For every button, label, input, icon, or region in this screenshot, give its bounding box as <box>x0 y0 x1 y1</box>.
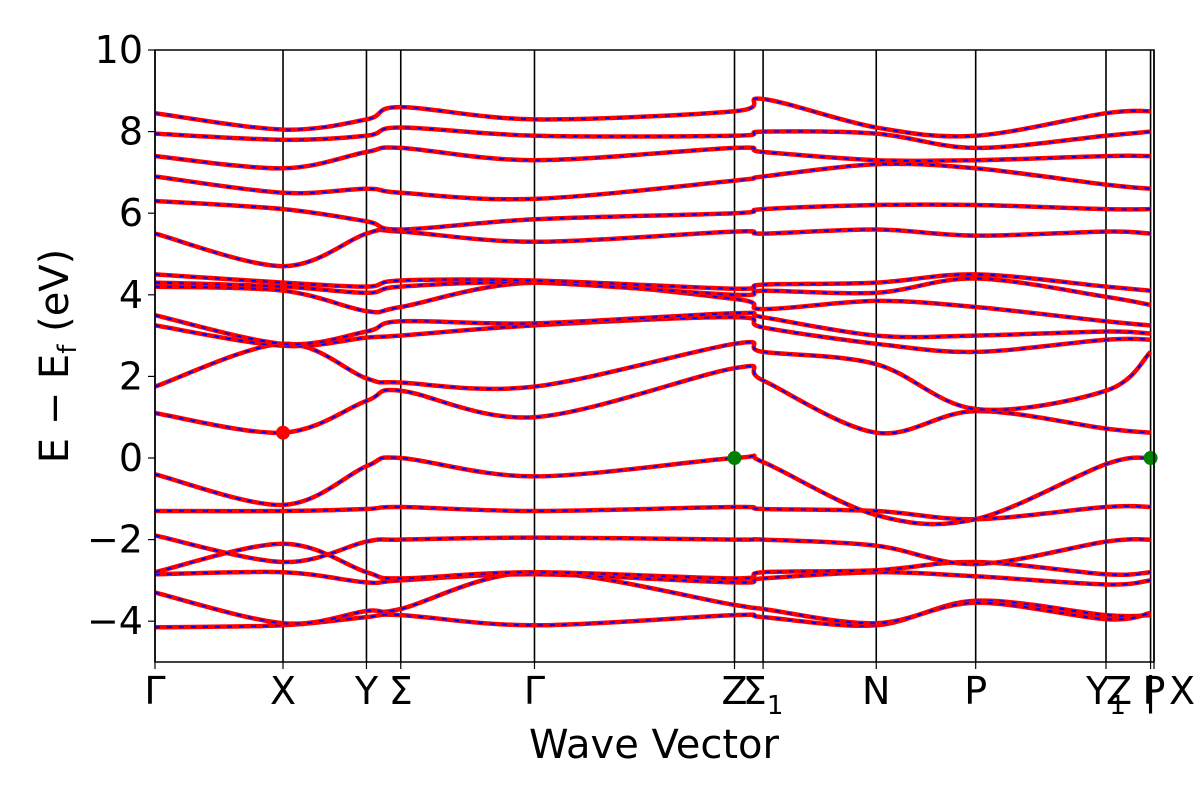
x-tick-label-text: X <box>270 669 296 713</box>
x-tick-label-text: N <box>862 669 890 713</box>
band-line-spin-down <box>155 570 1151 586</box>
y-tick-label: 0 <box>119 436 143 480</box>
x-tick-label-text: P <box>964 669 987 713</box>
x-tick-label-text: Z | X <box>1106 669 1195 714</box>
band-line-spin-down <box>155 146 1151 170</box>
x-tick-label: Σ1 <box>743 669 784 721</box>
band-line-spin-down <box>155 200 1151 231</box>
x-tick-label-subscript: 1 <box>1109 691 1126 721</box>
band-line-spin-down <box>155 277 1151 306</box>
x-tick-label-text: Γ <box>524 669 545 713</box>
y-tick-label: −2 <box>87 518 143 562</box>
band-line-spin-down <box>155 311 1151 346</box>
y-tick-label: 2 <box>119 354 143 398</box>
x-tick-label: P <box>1143 669 1166 713</box>
y-tick-label: −4 <box>87 599 143 643</box>
band-line-spin-down <box>155 281 1151 327</box>
x-tick-label-text: Γ <box>144 669 165 713</box>
x-tick-label-subscript: 1 <box>767 691 784 721</box>
y-axis-label: E − Ef (eV) <box>32 249 83 464</box>
y-axis-label-unit: (eV) <box>32 249 78 345</box>
band-lines <box>155 96 1153 630</box>
plot-frame <box>154 49 1155 663</box>
band-line-spin-down <box>155 97 1151 138</box>
x-axis-label: Wave Vector <box>529 722 780 768</box>
x-tick-label: Z <box>721 669 747 713</box>
x-tick-label-text: Σ <box>389 669 413 713</box>
band-line-spin-down <box>155 162 1151 201</box>
x-tick-label-text: P <box>1143 669 1166 713</box>
band-line-spin-down <box>155 316 1151 353</box>
x-tick-label-text: Σ <box>743 669 767 713</box>
x-tick-label-text: Y <box>1085 669 1110 713</box>
y-tick-label: 8 <box>119 110 143 154</box>
x-tick-label: Γ <box>144 669 165 713</box>
x-tick-label: P <box>964 669 987 713</box>
y-axis-label-main: E − E <box>32 354 78 464</box>
band-line-spin-down <box>155 505 1151 521</box>
x-tick-label: Σ <box>389 669 413 713</box>
vbm-marker <box>727 451 742 465</box>
band-line-spin-down <box>155 273 1151 292</box>
x-tick-label: Γ <box>524 669 545 713</box>
band-line-spin-down <box>155 454 1151 526</box>
band-line-spin-down <box>155 599 1151 629</box>
y-tick-label: 6 <box>119 191 143 235</box>
cbm-marker <box>276 425 291 440</box>
y-axis-ticks: −4 −2 0 2 4 6 8 10 <box>87 28 155 643</box>
y-tick-label: 4 <box>119 273 143 317</box>
band-line-spin-down <box>155 571 1151 625</box>
band-line-spin-down <box>155 341 1152 411</box>
x-tick-label: Z | X <box>1106 669 1195 714</box>
x-tick-label-text: Z <box>721 669 747 713</box>
x-tick-label: N <box>862 669 890 713</box>
x-tick-label: X <box>270 669 296 713</box>
band-line-spin-down <box>155 542 1151 580</box>
band-line-spin-down <box>155 228 1151 268</box>
x-axis-ticks: Γ X Y Σ Γ ZΣ1 N P Y1Z | XP <box>144 662 1195 721</box>
y-tick-label: 10 <box>95 28 143 72</box>
y-axis-label-subscript: f <box>53 344 83 354</box>
x-tick-label: Y <box>354 669 379 713</box>
vbm-marker <box>1143 451 1158 465</box>
band-line-spin-down <box>155 126 1151 149</box>
x-tick-label-text: Y <box>354 669 379 713</box>
band-line-spin-down <box>155 534 1151 566</box>
x-tick-label: Y1 <box>1085 669 1126 721</box>
